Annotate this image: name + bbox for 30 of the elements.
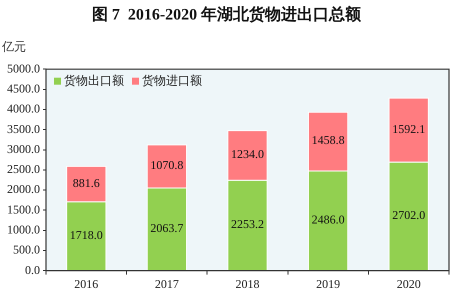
chart-title: 图 7 2016-2020 年湖北货物进出口总额	[92, 6, 362, 24]
x-tick-label: 2017	[154, 276, 179, 291]
data-label: 1070.8	[150, 158, 184, 172]
data-label: 881.6	[72, 176, 100, 190]
x-tick-label: 2020	[396, 276, 421, 291]
x-tick-label: 2019	[316, 276, 340, 291]
y-tick-label: 4500.0	[7, 81, 40, 96]
y-tick-label: 2000.0	[7, 182, 40, 196]
y-axis-title: 亿元	[1, 39, 26, 54]
legend-label: 货物出口额	[64, 73, 124, 88]
y-tick-label: 5000.0	[7, 61, 40, 76]
x-tick-label: 2016	[74, 276, 98, 291]
y-tick-label: 4000.0	[7, 102, 40, 116]
data-label: 2486.0	[312, 212, 345, 226]
y-tick-label: 1500.0	[7, 202, 40, 216]
x-tick-label: 2018	[236, 276, 260, 291]
y-tick-label: 3500.0	[7, 122, 40, 136]
data-label: 1458.8	[312, 133, 345, 148]
y-tick-label: 1000.0	[7, 222, 40, 236]
data-label: 2253.2	[231, 217, 264, 232]
data-label: 1234.0	[231, 147, 264, 162]
y-tick-label: 2500.0	[7, 162, 40, 176]
y-tick-label: 500.0	[13, 242, 40, 257]
y-tick-label: 0.0	[25, 262, 40, 277]
data-label: 2702.0	[392, 208, 426, 222]
data-label: 2063.7	[150, 220, 184, 235]
data-label: 1592.1	[392, 122, 426, 136]
data-label: 1718.0	[70, 228, 103, 242]
y-tick-label: 3000.0	[7, 142, 40, 156]
legend-label: 货物进口额	[142, 73, 202, 88]
